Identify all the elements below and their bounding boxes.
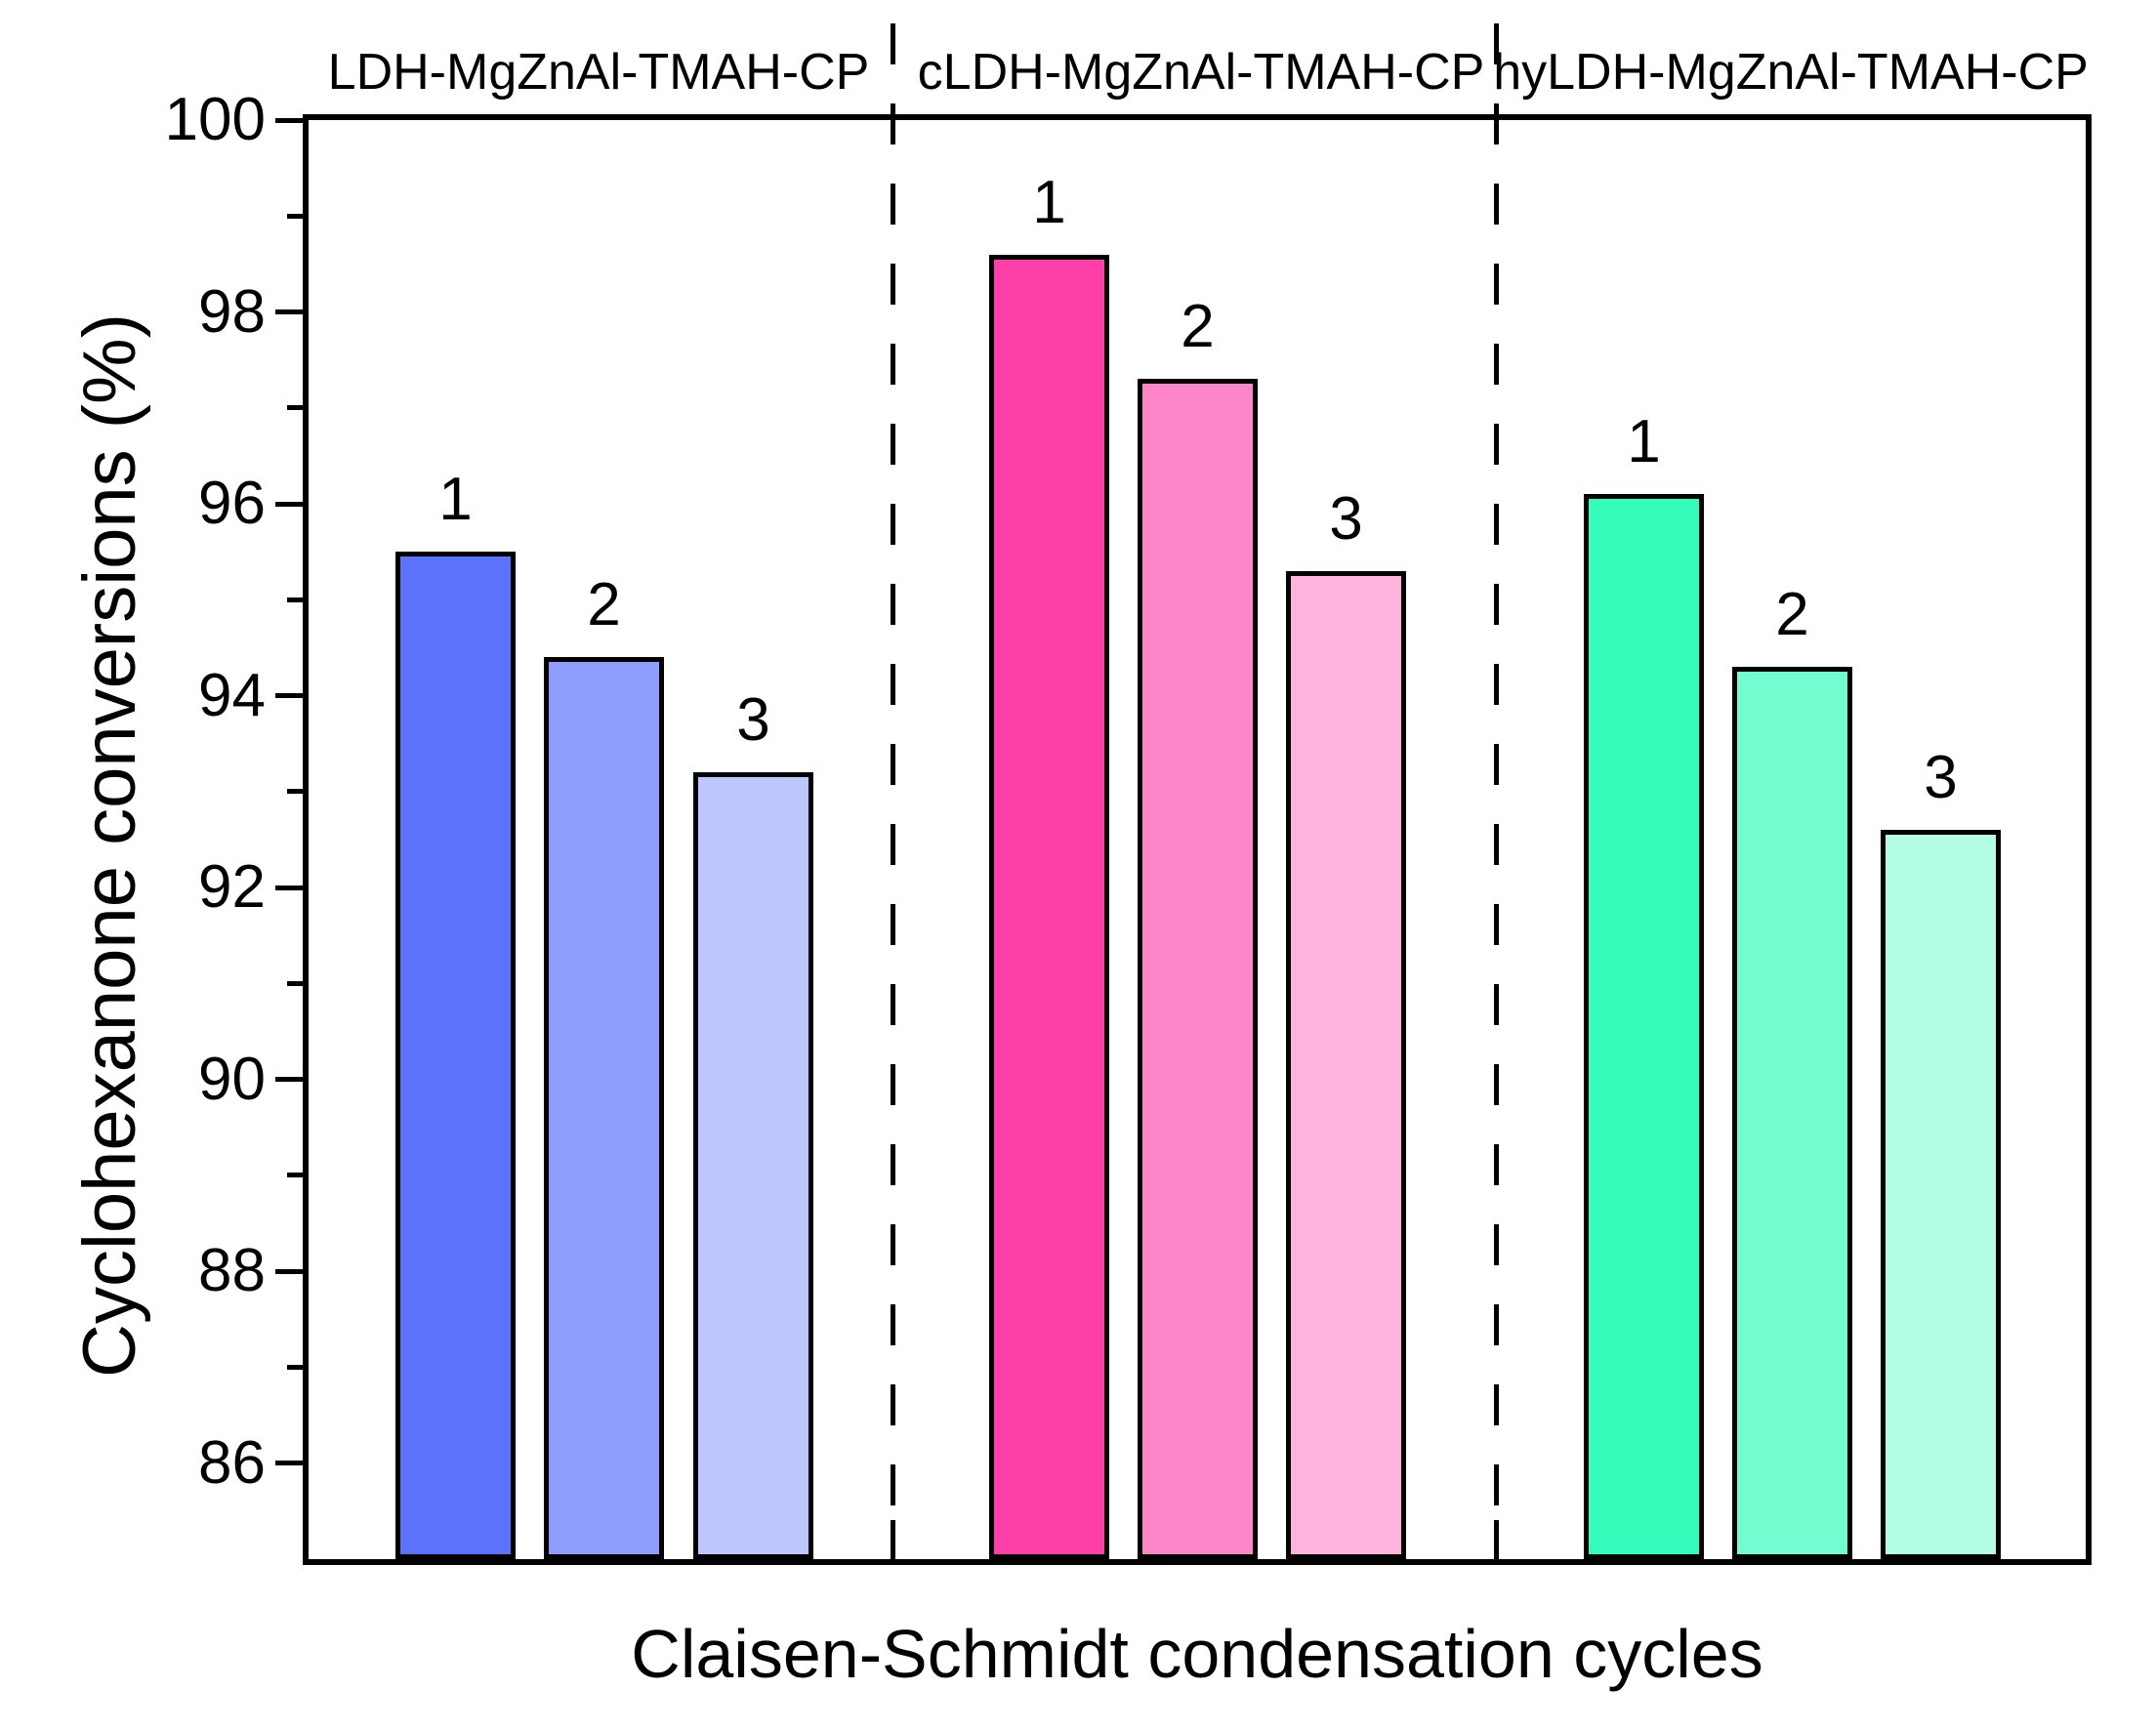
bar-cycle-label: 3 [736, 686, 770, 755]
y-axis-major-tick [275, 1268, 303, 1274]
y-axis-major-tick [275, 309, 303, 315]
bar-1-group-2 [989, 254, 1109, 1559]
bar-2-group-2 [1138, 379, 1258, 1559]
bar-cycle-label: 1 [1032, 168, 1066, 236]
y-axis-tick-label: 100 [164, 86, 266, 153]
bar-cycle-label: 1 [438, 466, 473, 534]
y-axis-minor-tick [287, 405, 303, 411]
y-axis-minor-tick [287, 213, 303, 219]
bar-3-group-2 [1286, 570, 1406, 1559]
y-axis-major-tick [275, 1461, 303, 1466]
y-axis-tick-label: 90 [198, 1045, 266, 1113]
y-axis-minor-tick [287, 1173, 303, 1178]
bar-3-group-1 [693, 772, 813, 1559]
y-axis-major-tick [275, 693, 303, 699]
y-axis-major-tick [275, 117, 303, 123]
y-axis-minor-tick [287, 789, 303, 795]
y-axis-tick-label: 86 [198, 1428, 266, 1497]
bar-cycle-label: 3 [1329, 484, 1363, 553]
y-axis-tick-label: 94 [198, 661, 266, 729]
bar-3-group-3 [1881, 830, 2001, 1559]
y-axis-tick-label: 92 [198, 853, 266, 922]
y-axis-minor-tick [287, 980, 303, 986]
bar-1-group-1 [395, 552, 516, 1559]
y-axis-tick-label: 98 [198, 277, 266, 346]
x-axis-inner-tick [1493, 1520, 1499, 1559]
bar-cycle-label: 3 [1924, 744, 1958, 812]
bar-2-group-1 [544, 657, 664, 1559]
y-axis-minor-tick [287, 1364, 303, 1370]
y-axis-tick-label: 88 [198, 1237, 266, 1305]
bar-cycle-label: 2 [587, 571, 621, 639]
y-axis-major-tick [275, 501, 303, 507]
bar-cycle-label: 2 [1181, 293, 1215, 361]
bar-cycle-label: 2 [1775, 581, 1809, 649]
group-label: cLDH-MgZnAl-TMAH-CP [917, 44, 1485, 101]
group-label: LDH-MgZnAl-TMAH-CP [327, 44, 870, 101]
y-axis-minor-tick [287, 597, 303, 602]
group-label: hyLDH-MgZnAl-TMAH-CP [1493, 44, 2089, 101]
bar-cycle-label: 1 [1627, 408, 1661, 476]
plot-frame [303, 114, 2092, 1565]
y-axis-tick-label: 96 [198, 470, 266, 538]
x-axis-inner-tick [890, 1520, 895, 1559]
group-separator-dashed-line [1493, 23, 1499, 1523]
x-axis-title: Claisen-Schmidt condensation cycles [631, 1616, 1763, 1692]
y-axis-major-tick [275, 885, 303, 890]
group-separator-dashed-line [890, 23, 895, 1523]
bar-2-group-3 [1732, 667, 1852, 1559]
y-axis-major-tick [275, 1077, 303, 1083]
bar-1-group-3 [1584, 494, 1704, 1559]
